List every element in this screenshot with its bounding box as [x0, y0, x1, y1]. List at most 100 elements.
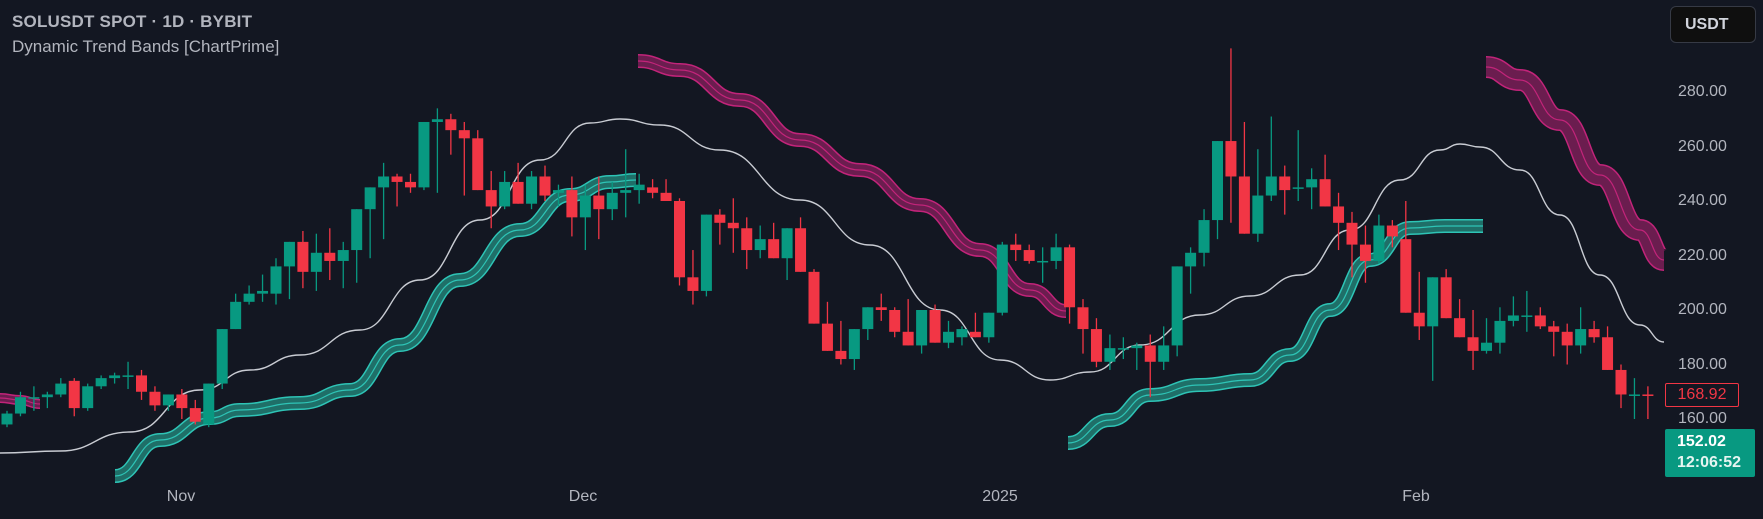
candle	[458, 130, 470, 139]
candle	[230, 301, 242, 330]
candle	[1023, 250, 1035, 261]
candle	[82, 386, 94, 409]
candle	[983, 312, 995, 338]
last-close-price-tag: 168.92	[1665, 383, 1739, 407]
candle	[579, 195, 591, 218]
candle	[1521, 315, 1533, 317]
candle	[808, 271, 820, 324]
candle	[1010, 244, 1022, 251]
candle	[1252, 195, 1264, 234]
candle	[351, 209, 363, 251]
candle	[55, 383, 67, 395]
symbol-title[interactable]: SOLUSDT SPOT · 1D · BYBIT	[12, 12, 253, 31]
candle	[1400, 239, 1412, 313]
candle	[781, 228, 793, 259]
time-tick-label: Nov	[166, 488, 196, 505]
candle	[297, 241, 309, 272]
candle	[431, 119, 443, 122]
candle	[149, 391, 161, 406]
price-tick-label: 200.00	[1678, 301, 1727, 318]
candle	[956, 329, 968, 338]
time-tick-label: Dec	[568, 488, 598, 505]
candle	[1642, 394, 1654, 396]
candle	[916, 310, 928, 346]
candle	[1427, 277, 1439, 327]
candle	[378, 176, 390, 188]
current-price-tag: 152.02 12:06:52	[1665, 429, 1755, 477]
price-tick-label: 220.00	[1678, 246, 1727, 264]
candle	[1117, 348, 1129, 350]
candle	[28, 397, 40, 399]
candle	[1064, 247, 1076, 308]
candle	[660, 192, 672, 201]
candle	[539, 176, 551, 196]
candle	[445, 119, 457, 131]
candle	[41, 394, 53, 398]
candle	[68, 380, 80, 409]
trend-bands	[0, 54, 1669, 483]
candle	[1037, 260, 1049, 263]
indicator-title[interactable]: Dynamic Trend Bands [ChartPrime]	[12, 37, 280, 56]
candle	[1494, 320, 1506, 343]
candle	[418, 121, 430, 188]
candle	[1265, 176, 1277, 196]
candle	[109, 375, 121, 379]
candle	[1077, 307, 1089, 330]
candle	[768, 239, 780, 259]
candle	[1333, 206, 1345, 223]
candle	[176, 394, 188, 409]
candle	[714, 214, 726, 223]
candle	[499, 181, 511, 207]
candle	[189, 408, 201, 422]
candle	[1615, 369, 1627, 395]
midline-path	[0, 118, 1665, 454]
price-tick-label: 160.00	[1678, 410, 1727, 427]
candle	[216, 329, 228, 384]
price-tick-label: 240.00	[1678, 192, 1727, 209]
candle	[1319, 179, 1331, 207]
candle	[136, 375, 147, 392]
candle	[835, 350, 847, 360]
chart-legend: SOLUSDT SPOT · 1D · BYBIT Dynamic Trend …	[12, 12, 279, 57]
candle	[674, 201, 685, 278]
candle	[889, 310, 901, 332]
candle	[700, 214, 712, 291]
candles	[1, 48, 1654, 428]
candle	[162, 394, 174, 406]
candle	[405, 181, 416, 188]
candle	[1225, 141, 1237, 177]
candle	[1548, 326, 1560, 332]
price-tick-label: 280.00	[1678, 83, 1727, 100]
price-tick-label: 260.00	[1678, 137, 1727, 155]
candle	[1386, 225, 1398, 237]
candle	[122, 375, 134, 377]
candle	[1144, 345, 1156, 362]
candle	[1306, 179, 1318, 188]
candle	[1373, 225, 1385, 261]
candle	[1413, 312, 1425, 327]
candle	[552, 190, 564, 193]
candle	[1292, 187, 1304, 189]
candle	[14, 397, 26, 414]
candle	[1440, 277, 1452, 319]
candle	[1185, 252, 1197, 267]
candle	[1198, 220, 1210, 253]
candle	[902, 331, 914, 346]
candle	[324, 252, 336, 261]
candle	[1171, 266, 1183, 346]
candle	[243, 293, 255, 302]
candle	[727, 222, 739, 229]
candle	[1279, 176, 1291, 191]
candle	[754, 239, 766, 251]
candle	[1, 413, 13, 425]
candle	[472, 138, 484, 191]
candle	[364, 187, 376, 210]
candle	[257, 290, 269, 294]
trend-midline	[0, 118, 1665, 454]
currency-button[interactable]: USDT	[1670, 6, 1756, 43]
candle	[1628, 394, 1640, 396]
candle	[1090, 329, 1102, 362]
candle	[566, 190, 578, 218]
candle	[996, 244, 1008, 313]
